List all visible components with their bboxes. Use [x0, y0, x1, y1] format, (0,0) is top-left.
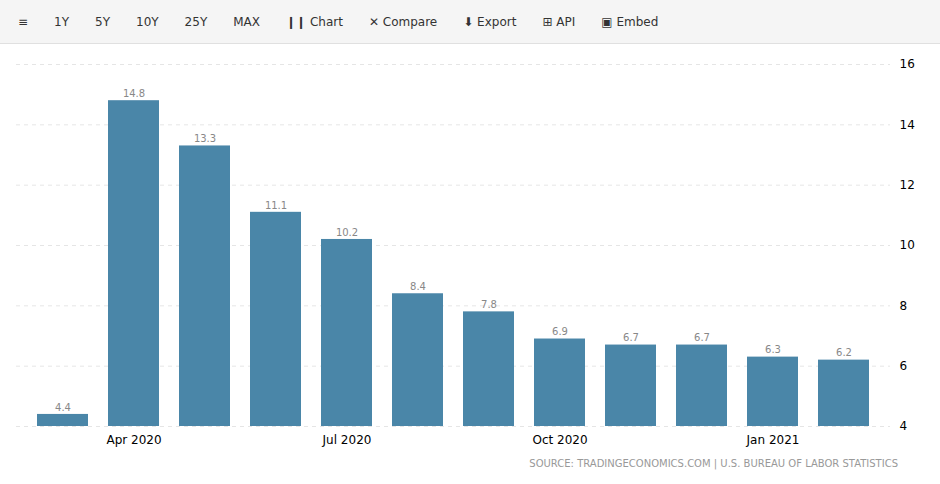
- svg-text:14.8: 14.8: [123, 88, 145, 99]
- html-text:5Y: 5Y: [95, 14, 110, 29]
- svg-text:10: 10: [900, 238, 915, 252]
- html-text:▣ Embed: ▣ Embed: [601, 14, 659, 29]
- svg-text:4: 4: [900, 419, 908, 433]
- html-text:✕ Compare: ✕ Compare: [368, 14, 438, 29]
- svg-text:10.2: 10.2: [336, 227, 358, 238]
- svg-text:4.4: 4.4: [55, 402, 71, 413]
- svg-text:8: 8: [900, 299, 908, 313]
- svg-text:6.7: 6.7: [694, 332, 710, 343]
- html-text:⬇ Export: ⬇ Export: [463, 14, 517, 29]
- svg-text:Oct 2020: Oct 2020: [532, 433, 587, 447]
- svg-text:13.3: 13.3: [194, 133, 216, 144]
- svg-text:6.7: 6.7: [623, 332, 639, 343]
- svg-text:6.3: 6.3: [765, 344, 781, 355]
- html-text:10Y: 10Y: [136, 14, 159, 29]
- svg-text:12: 12: [900, 178, 915, 192]
- svg-text:16: 16: [900, 57, 915, 71]
- html-text:MAX: MAX: [233, 14, 260, 29]
- svg-text:7.8: 7.8: [481, 299, 497, 310]
- html-text:1Y: 1Y: [54, 14, 69, 29]
- svg-text:6.9: 6.9: [552, 326, 568, 337]
- svg-text:6: 6: [900, 359, 908, 373]
- svg-text:Apr 2020: Apr 2020: [106, 433, 161, 447]
- svg-text:8.4: 8.4: [410, 281, 426, 292]
- svg-text:6.2: 6.2: [836, 347, 852, 358]
- html-text:❙❙ Chart: ❙❙ Chart: [286, 14, 343, 29]
- svg-text:14: 14: [900, 118, 915, 132]
- html-text:SOURCE: TRADINGECONOMICS.COM |: SOURCE: TRADINGECONOMICS.COM | U.S. BURE…: [529, 458, 898, 469]
- html-text:⊞ API: ⊞ API: [542, 14, 576, 29]
- svg-text:11.1: 11.1: [265, 200, 287, 211]
- svg-text:Jan 2021: Jan 2021: [746, 433, 800, 447]
- html-text:25Y: 25Y: [184, 14, 208, 29]
- svg-text:Jul 2020: Jul 2020: [322, 433, 372, 447]
